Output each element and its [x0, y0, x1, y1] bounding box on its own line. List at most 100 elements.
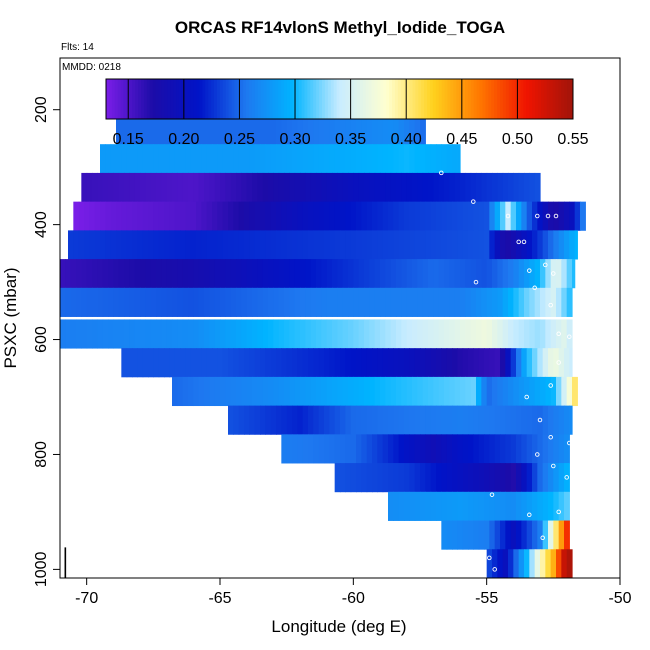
heatmap-cell: [190, 201, 197, 231]
heatmap-cell: [316, 287, 322, 317]
heatmap-cell: [505, 405, 512, 435]
colorbar-tick-label: 0.15: [113, 131, 144, 148]
y-tick-label: 200: [33, 96, 50, 123]
heatmap-cell: [156, 287, 162, 317]
heatmap-cell: [396, 172, 402, 203]
colorbar-tick-label: 0.50: [502, 131, 533, 148]
heatmap-cell: [60, 287, 66, 317]
heatmap-cell: [430, 144, 437, 174]
colorbar-segment: [549, 79, 554, 119]
heatmap-cell: [372, 230, 378, 260]
heatmap-cell: [284, 259, 290, 289]
heatmap-cell: [84, 201, 90, 231]
heatmap-cell: [230, 172, 237, 203]
heatmap-cell: [422, 172, 429, 203]
colorbar-segment: [362, 79, 367, 119]
colorbar-segment: [441, 79, 446, 119]
heatmap-cell: [350, 434, 357, 464]
heatmap-cell: [420, 144, 426, 174]
sample-point: [567, 440, 572, 446]
colorbar-segment: [193, 79, 197, 119]
heatmap-cell: [156, 172, 162, 203]
heatmap-cell: [398, 463, 405, 493]
heatmap-cell: [398, 118, 405, 148]
heatmap-cell: [332, 287, 338, 317]
heatmap-cell: [289, 287, 296, 317]
heatmap-cell: [510, 405, 517, 435]
heatmap-cell: [529, 172, 536, 203]
heatmap-cell: [510, 348, 517, 378]
heatmap-cell: [204, 376, 210, 407]
heatmap-cell: [444, 319, 450, 349]
colorbar-segment: [275, 79, 279, 119]
heatmap-cell: [382, 144, 389, 174]
heatmap-cell: [481, 287, 488, 317]
heatmap-cell: [180, 118, 186, 148]
heatmap-cell: [500, 405, 506, 435]
heatmap-cell: [380, 287, 386, 317]
heatmap-cell: [292, 201, 298, 231]
heatmap-cell: [414, 118, 421, 148]
heatmap-cell: [238, 201, 245, 231]
colorbar-segment: [462, 79, 466, 119]
heatmap-cell: [230, 287, 237, 317]
heatmap-cell: [217, 348, 224, 378]
heatmap-cell: [500, 434, 506, 464]
heatmap-cell: [462, 348, 469, 378]
heatmap-cell: [164, 348, 170, 378]
heatmap-cell: [324, 144, 330, 174]
heatmap-cell: [417, 319, 424, 349]
heatmap-cell: [564, 520, 570, 550]
heatmap-cell: [308, 348, 314, 378]
heatmap-cell: [153, 118, 160, 148]
colorbar-segment: [336, 79, 340, 119]
heatmap-cell: [220, 259, 226, 289]
heatmap-cell: [518, 287, 525, 317]
heatmap-cell: [558, 463, 565, 493]
sample-point: [489, 492, 495, 497]
heatmap-cell: [505, 463, 512, 493]
heatmap-cell: [94, 230, 101, 260]
heatmap-cell: [441, 434, 448, 464]
heatmap-cell: [302, 405, 309, 435]
heatmap-cell: [494, 491, 501, 521]
heatmap-cell: [326, 172, 333, 203]
heatmap-cell: [180, 348, 186, 378]
colorbar-segment: [517, 79, 521, 119]
colorbar-segment: [456, 79, 460, 119]
heatmap-cell: [284, 287, 290, 317]
heatmap-cell: [460, 259, 466, 289]
colorbar-segment: [164, 79, 168, 119]
heatmap-cell: [281, 144, 288, 174]
heatmap-cell: [276, 201, 282, 231]
heatmap-cell: [393, 434, 400, 464]
heatmap-cell: [121, 230, 128, 260]
heatmap-cell: [478, 201, 485, 231]
heatmap-cell: [486, 319, 493, 349]
heatmap-cell: [540, 549, 546, 578]
heatmap-cell: [516, 201, 522, 231]
sample-point: [556, 360, 561, 365]
heatmap-cell: [188, 259, 194, 289]
heatmap-cell: [422, 319, 429, 349]
heatmap-cell: [297, 144, 304, 174]
heatmap-cell: [318, 405, 325, 435]
heatmap-cell: [246, 287, 253, 317]
heatmap-cell: [396, 319, 402, 349]
colorbar-segment: [523, 79, 527, 119]
heatmap-cell: [510, 434, 517, 464]
heatmap-cell: [561, 549, 568, 578]
heatmap-cell: [486, 259, 493, 289]
heatmap-cell: [121, 348, 128, 378]
heatmap-cell: [377, 201, 384, 231]
heatmap-cell: [398, 405, 405, 435]
colorbar: 0.15 0.20 0.25 0.30 0.35 0.40 0.45 0.50 0.55: [105, 78, 589, 148]
heatmap-cell: [265, 144, 272, 174]
heatmap-cell: [324, 405, 330, 435]
sample-point: [537, 417, 543, 423]
colorbar-segment: [543, 79, 548, 119]
heatmap-cell: [169, 201, 176, 231]
heatmap-cell: [238, 405, 245, 435]
heatmap-cell: [137, 230, 144, 260]
heatmap-cell: [494, 463, 501, 493]
